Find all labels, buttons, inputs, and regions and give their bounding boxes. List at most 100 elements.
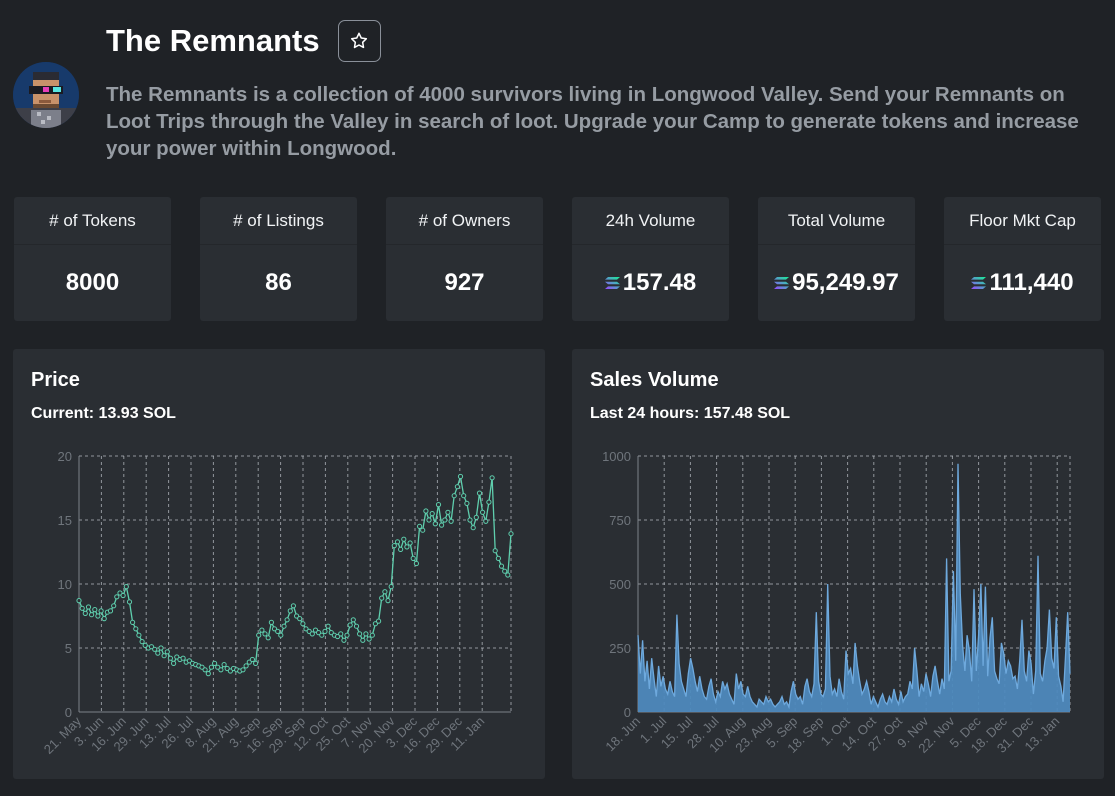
- solana-icon: [604, 277, 620, 289]
- price-point: [495, 555, 501, 561]
- price-point: [268, 619, 274, 625]
- solana-icon: [774, 277, 790, 289]
- price-point: [454, 484, 460, 490]
- price-point: [208, 664, 214, 670]
- y-tick-label: 10: [58, 577, 72, 592]
- price-point: [467, 517, 473, 523]
- price-point: [347, 622, 353, 628]
- price-point: [287, 608, 293, 614]
- title-row: The Remnants: [106, 20, 381, 62]
- price-point: [353, 623, 360, 629]
- price-point: [429, 511, 435, 517]
- price-point: [101, 616, 107, 622]
- price-point: [171, 660, 177, 666]
- price-point: [322, 628, 328, 634]
- price-point: [420, 527, 426, 533]
- price-point: [152, 646, 158, 652]
- price-point: [262, 631, 268, 637]
- y-tick-label: 250: [609, 641, 631, 656]
- y-tick-label: 0: [624, 705, 631, 720]
- stat-label: # of Listings: [200, 197, 357, 245]
- price-point: [205, 671, 211, 677]
- price-point: [114, 594, 120, 600]
- price-point: [319, 632, 325, 638]
- collection-description: The Remnants is a collection of 4000 sur…: [106, 83, 1079, 160]
- volume-line: [637, 463, 1071, 710]
- price-point: [394, 539, 401, 545]
- price-point: [357, 631, 363, 637]
- price-point: [281, 623, 287, 629]
- price-point: [391, 543, 397, 549]
- price-point: [164, 649, 170, 655]
- price-point: [85, 604, 92, 610]
- price-point: [95, 613, 101, 619]
- price-point: [461, 493, 467, 499]
- collection-header: The Remnants The Remnants is a collectio…: [0, 0, 1115, 180]
- price-point: [278, 632, 284, 638]
- price-point: [439, 522, 445, 528]
- price-point: [480, 509, 486, 515]
- price-point: [133, 626, 139, 632]
- price-point: [180, 655, 186, 661]
- stat-value-container: 86: [200, 245, 357, 321]
- price-point: [316, 630, 322, 636]
- stat-value: 86: [265, 269, 292, 296]
- price-point: [423, 508, 429, 514]
- price-point: [130, 619, 136, 625]
- price-point: [498, 563, 505, 569]
- volume-area: [638, 463, 1070, 712]
- price-point: [123, 584, 129, 590]
- stat-card-total-volume: Total Volume 95,249.97: [758, 197, 915, 321]
- stat-value-container: 157.48: [572, 245, 729, 321]
- price-point: [464, 500, 470, 506]
- stat-label: # of Owners: [386, 197, 543, 245]
- solana-icon: [971, 277, 987, 289]
- price-point: [341, 637, 347, 643]
- price-point: [385, 598, 391, 604]
- stat-value-container: 8000: [14, 245, 171, 321]
- price-point: [344, 632, 350, 638]
- price-point: [221, 662, 227, 668]
- price-point: [107, 608, 114, 614]
- stat-label: # of Tokens: [14, 197, 171, 245]
- price-point: [473, 514, 479, 520]
- stat-card-owners: # of Owners 927: [386, 197, 543, 321]
- price-point: [445, 509, 451, 515]
- stat-value-container: 95,249.97: [758, 245, 915, 321]
- price-point: [212, 660, 218, 666]
- volume-24h-value: Last 24 hours: 157.48 SOL: [590, 405, 791, 422]
- price-point: [300, 621, 306, 627]
- price-point: [382, 589, 388, 595]
- y-tick-label: 750: [609, 513, 631, 528]
- price-point: [167, 655, 173, 661]
- collection-title: The Remnants: [106, 23, 320, 58]
- price-point: [502, 568, 508, 574]
- favorite-button[interactable]: [337, 20, 381, 62]
- stat-value: 111,440: [989, 269, 1074, 296]
- price-current-value: Current: 13.93 SOL: [31, 405, 176, 422]
- price-point: [240, 667, 246, 673]
- stat-value-container: 111,440: [944, 245, 1101, 321]
- price-point: [284, 617, 290, 623]
- price-point: [508, 531, 514, 537]
- y-tick-label: 20: [58, 449, 72, 464]
- stat-value: 95,249.97: [792, 269, 899, 296]
- price-point: [426, 517, 432, 523]
- price-point: [492, 548, 498, 554]
- price-point: [148, 644, 155, 650]
- price-point: [92, 607, 98, 613]
- stat-card-floor-mkt-cap: Floor Mkt Cap 111,440: [944, 197, 1101, 321]
- price-point: [256, 632, 262, 638]
- price-point: [417, 523, 423, 529]
- price-point: [410, 555, 416, 561]
- price-point: [253, 660, 259, 666]
- price-point: [442, 517, 448, 523]
- stat-label: 24h Volume: [572, 197, 729, 245]
- price-point: [161, 653, 167, 659]
- y-tick-label: 5: [65, 641, 72, 656]
- price-point: [451, 493, 457, 499]
- price-point: [136, 632, 142, 638]
- price-point: [350, 617, 356, 623]
